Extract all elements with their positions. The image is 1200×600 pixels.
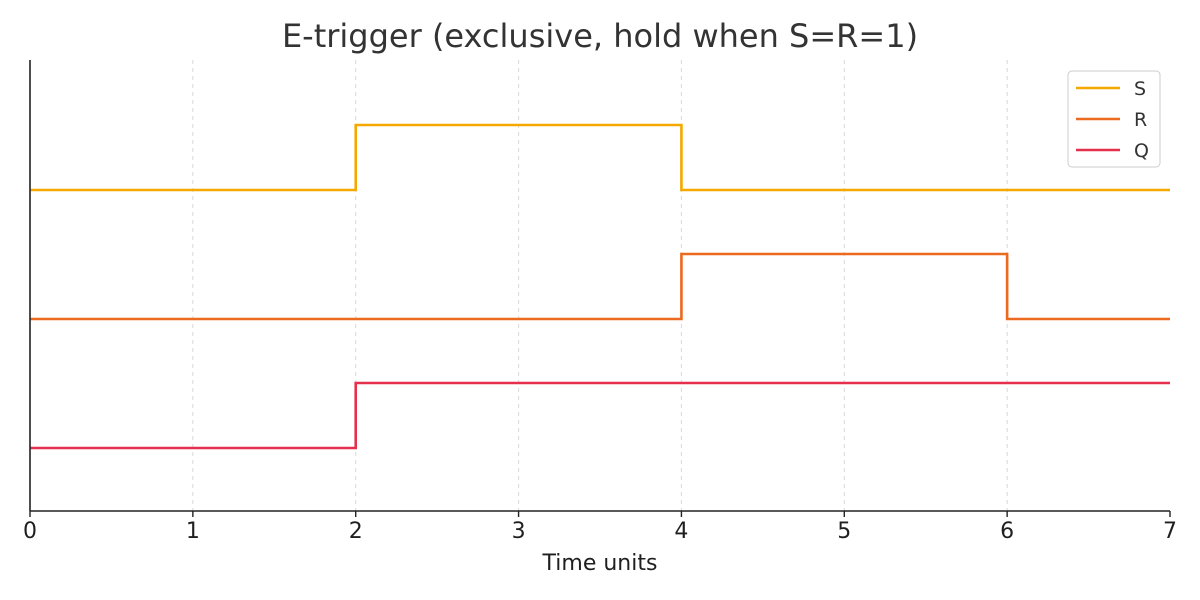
x-tick-label: 4 xyxy=(674,519,688,544)
series-r-line xyxy=(30,252,1170,321)
legend-label-q: Q xyxy=(1134,140,1149,162)
grid-lines xyxy=(192,60,1008,511)
x-ticks: 0 1 2 3 4 5 6 7 xyxy=(23,511,1177,544)
axes xyxy=(29,60,1170,512)
x-tick-label: 1 xyxy=(186,519,200,544)
series-q-line xyxy=(30,381,1170,450)
legend-label-s: S xyxy=(1134,78,1146,100)
chart-title: E-trigger (exclusive, hold when S=R=1) xyxy=(282,17,918,55)
series-s-line xyxy=(30,123,1170,192)
x-tick-label: 2 xyxy=(349,519,363,544)
x-tick-label: 3 xyxy=(512,519,526,544)
x-tick-label: 6 xyxy=(1000,519,1014,544)
x-tick-label: 7 xyxy=(1163,519,1177,544)
legend: SRQ xyxy=(1067,70,1161,168)
x-tick-label: 0 xyxy=(23,519,37,544)
series-layer xyxy=(30,123,1170,450)
x-tick-label: 5 xyxy=(837,519,851,544)
legend-label-r: R xyxy=(1134,109,1147,131)
x-axis-label: Time units xyxy=(542,551,658,576)
